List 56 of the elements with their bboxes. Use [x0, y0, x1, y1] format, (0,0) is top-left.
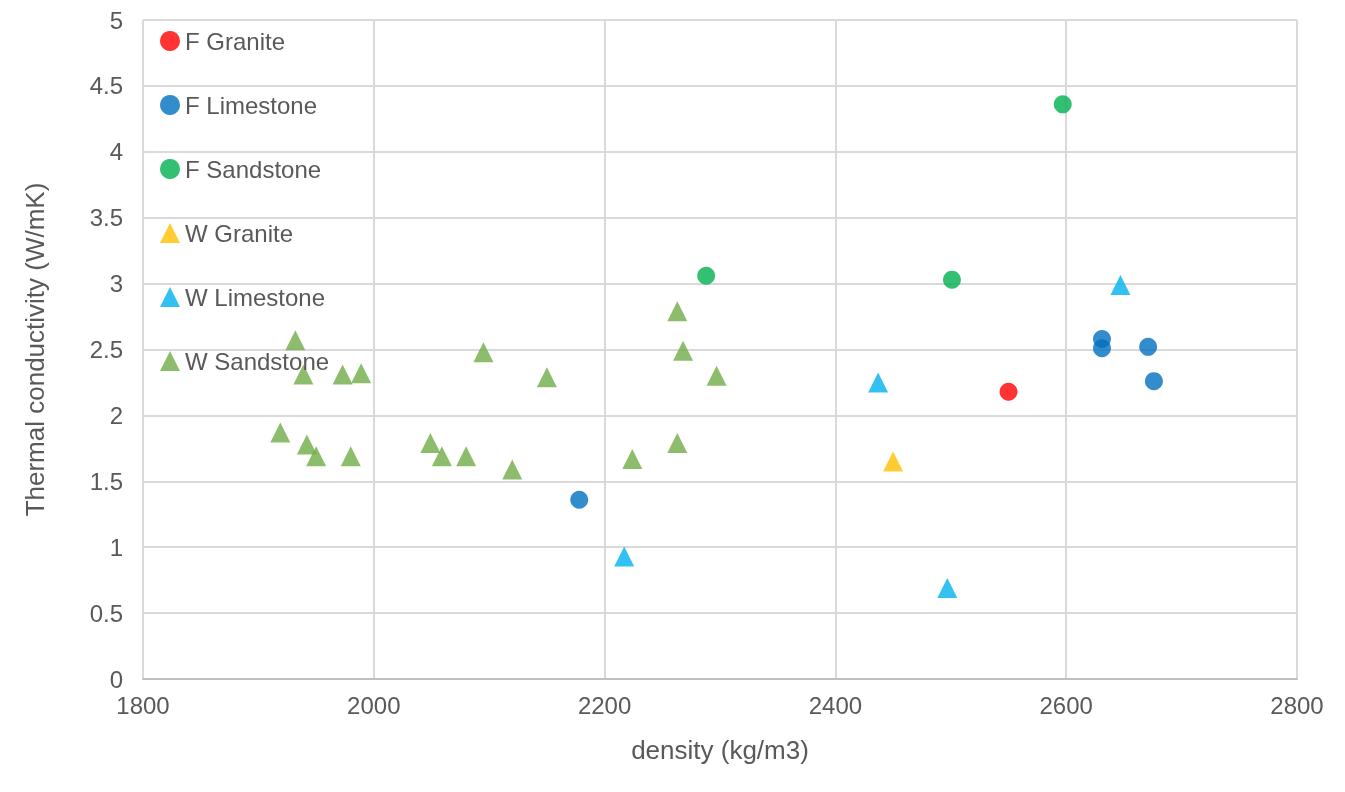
point [285, 330, 306, 351]
point [306, 446, 327, 467]
y-tick-label: 2.5 [89, 336, 123, 363]
x-tick-label: 2600 [1039, 691, 1093, 719]
x-tick-label: 2200 [577, 691, 632, 719]
point [1139, 337, 1158, 356]
x-tick-label: 2400 [808, 691, 863, 719]
point [999, 382, 1018, 401]
y-axis-title: Thermal conductivity (W/mK) [20, 182, 50, 517]
y-tick-label: 0 [109, 665, 123, 693]
legend-label: F Sandstone [185, 155, 322, 183]
legend-label: W Granite [185, 219, 294, 247]
y-tick-label: 0.5 [89, 599, 123, 627]
point [536, 367, 557, 388]
x-tick-label: 1800 [116, 691, 170, 719]
y-tick-label: 1 [109, 533, 123, 561]
point [1110, 274, 1131, 295]
x-tick-label: 2800 [1270, 691, 1324, 719]
y-tick-label: 2 [109, 401, 123, 429]
y-tick-label: 5 [109, 6, 123, 34]
y-tick-label: 1.5 [89, 467, 123, 495]
point [1092, 339, 1111, 358]
point [332, 364, 353, 385]
legend-label: W Sandstone [185, 347, 330, 375]
point [706, 365, 727, 386]
point [431, 446, 452, 467]
y-tick-label: 4 [109, 138, 123, 166]
x-tick-label: 2000 [347, 691, 401, 719]
point [868, 372, 889, 393]
point [270, 422, 291, 443]
point [351, 363, 372, 384]
y-tick-label: 3.5 [89, 204, 123, 232]
point [614, 546, 635, 567]
point [667, 433, 688, 454]
point [473, 342, 494, 363]
legend-label: F Limestone [185, 91, 318, 119]
point [296, 434, 317, 455]
point [420, 433, 441, 454]
y-tick-label: 3 [109, 270, 123, 298]
point [1053, 95, 1072, 114]
legend-label: F Granite [185, 27, 286, 55]
point [673, 340, 694, 361]
point [942, 270, 961, 289]
point [883, 451, 904, 472]
point [570, 490, 589, 509]
point [622, 448, 643, 469]
point [502, 459, 523, 480]
point [1144, 372, 1163, 391]
point [937, 578, 958, 599]
legend-label: W Limestone [185, 283, 326, 311]
point [697, 266, 716, 285]
point [667, 301, 688, 322]
point [456, 446, 477, 467]
point [340, 446, 361, 467]
y-tick-label: 4.5 [89, 72, 123, 100]
x-axis-title: density (kg/m3) [631, 735, 809, 765]
